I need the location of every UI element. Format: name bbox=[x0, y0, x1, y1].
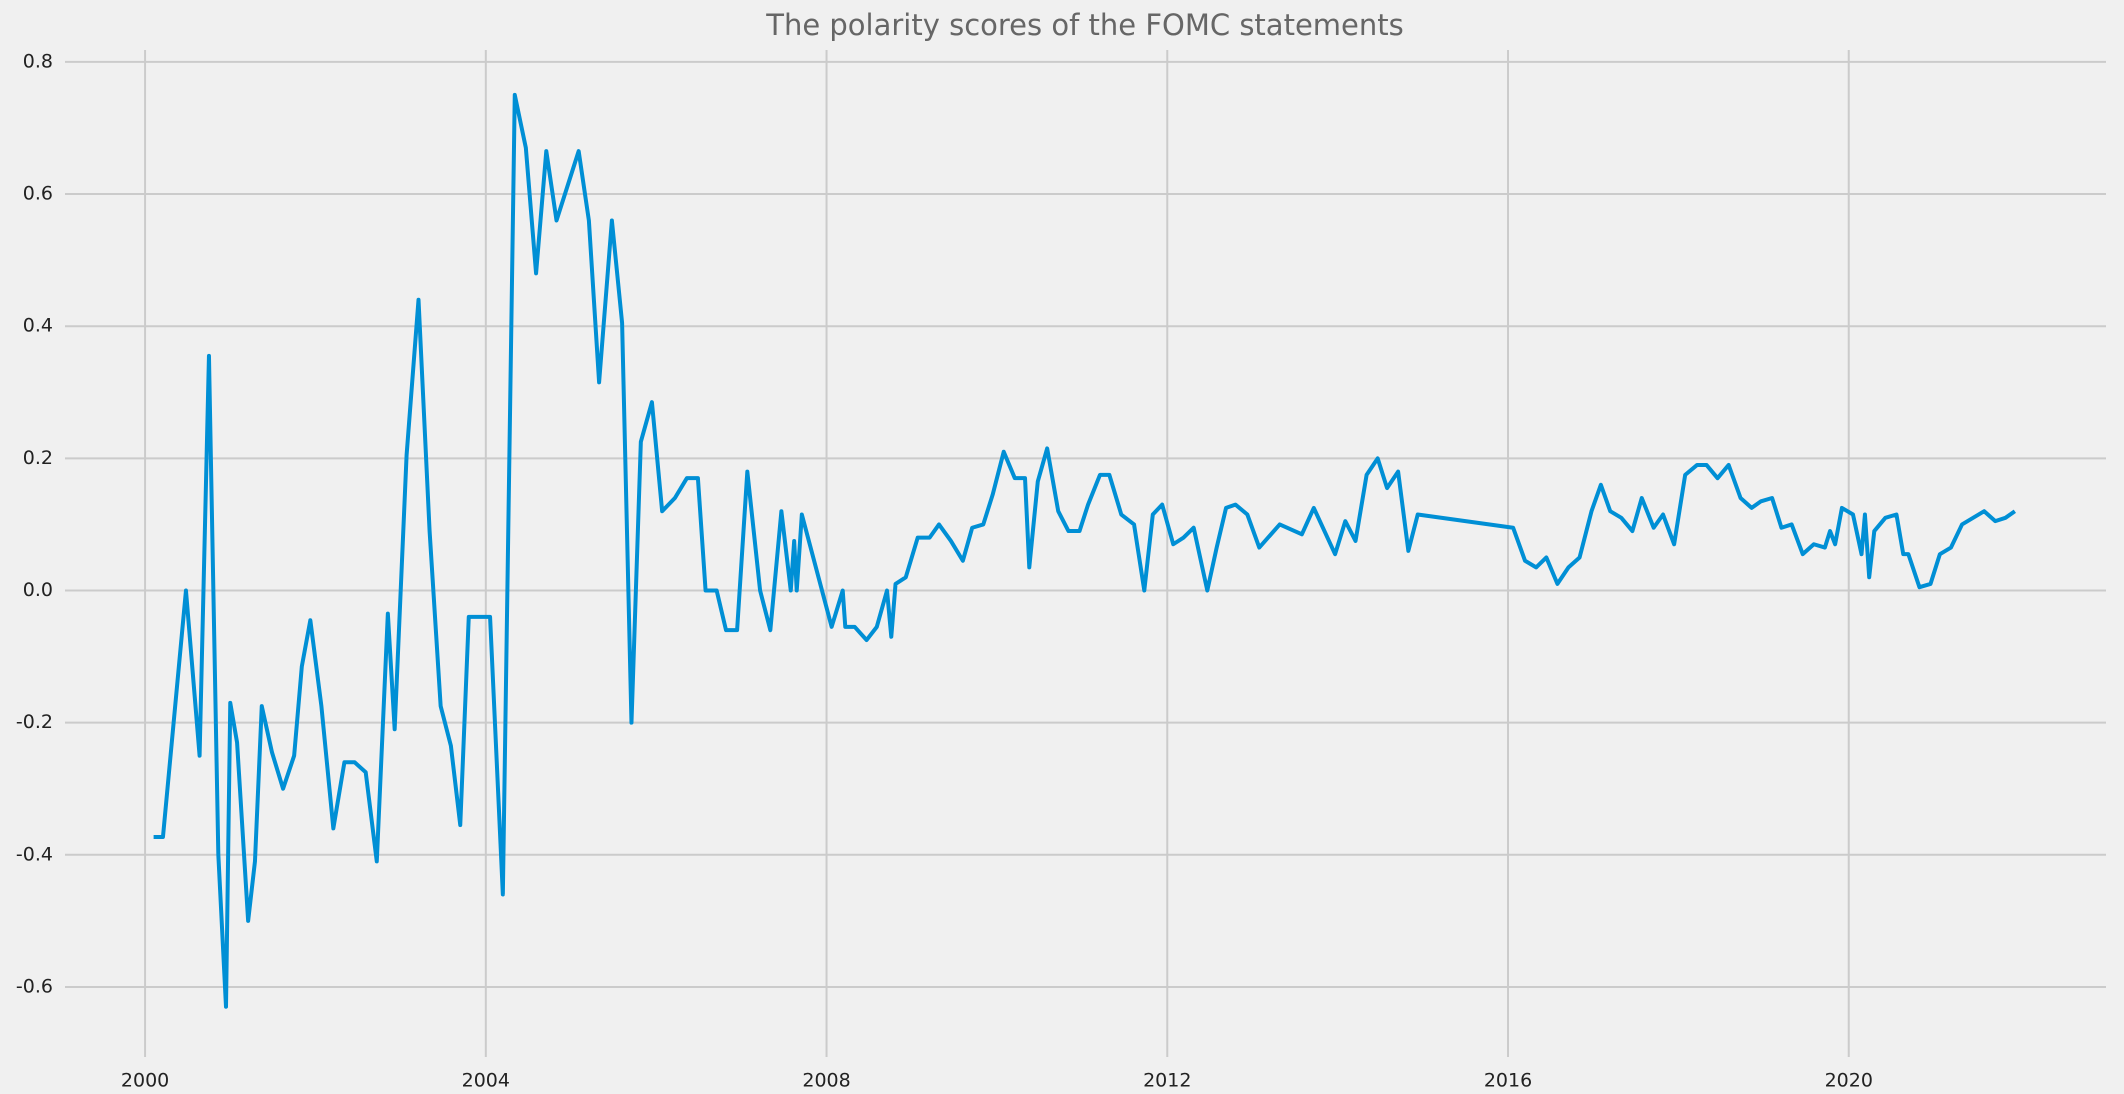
chart-title: The polarity scores of the FOMC statemen… bbox=[765, 8, 1404, 42]
y-tick-label: -0.4 bbox=[16, 843, 53, 865]
y-tick-label: -0.6 bbox=[16, 975, 53, 997]
y-tick-label: 0.8 bbox=[23, 50, 53, 72]
x-tick-label: 2012 bbox=[1143, 1070, 1191, 1092]
x-tick-label: 2008 bbox=[802, 1070, 850, 1092]
y-tick-label: 0.4 bbox=[23, 315, 53, 337]
x-tick-label: 2000 bbox=[121, 1070, 169, 1092]
y-tick-label: 0.0 bbox=[23, 579, 53, 601]
data-line bbox=[153, 92, 2017, 1009]
y-tick-label: 0.6 bbox=[23, 183, 53, 205]
x-tick-label: 2004 bbox=[462, 1070, 510, 1092]
y-tick-label: -0.2 bbox=[16, 711, 53, 733]
x-tick-label: 2020 bbox=[1825, 1070, 1873, 1092]
y-tick-label: 0.2 bbox=[23, 447, 53, 469]
x-tick-label: 2016 bbox=[1484, 1070, 1532, 1092]
